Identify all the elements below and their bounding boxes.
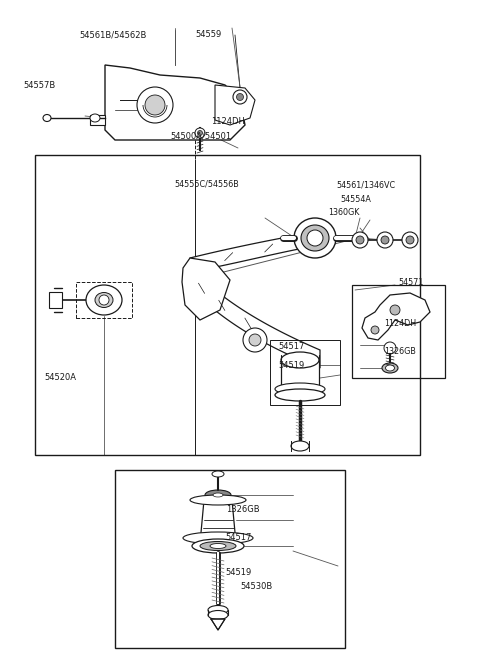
Ellipse shape (275, 389, 325, 401)
Polygon shape (105, 65, 245, 140)
Circle shape (406, 236, 414, 244)
Bar (115, 470, 345, 648)
Circle shape (249, 334, 261, 346)
Text: 1326GB: 1326GB (384, 347, 416, 356)
Circle shape (197, 131, 203, 135)
Text: 54555C/54556B: 54555C/54556B (174, 179, 239, 189)
Circle shape (195, 128, 205, 138)
Ellipse shape (210, 543, 226, 549)
Polygon shape (182, 258, 230, 320)
Ellipse shape (213, 493, 223, 497)
Ellipse shape (183, 532, 253, 544)
Ellipse shape (190, 495, 246, 505)
Circle shape (371, 326, 379, 334)
Bar (270, 340, 340, 405)
Text: 54559: 54559 (196, 30, 222, 39)
Polygon shape (215, 85, 255, 125)
Ellipse shape (95, 292, 113, 307)
Circle shape (307, 230, 323, 246)
Text: 54517: 54517 (278, 342, 305, 351)
Circle shape (352, 232, 368, 248)
Text: 54520A: 54520A (44, 373, 76, 382)
Text: 54519: 54519 (226, 568, 252, 578)
Ellipse shape (208, 610, 228, 620)
Ellipse shape (200, 541, 236, 551)
Ellipse shape (205, 490, 231, 500)
Polygon shape (201, 500, 236, 538)
Ellipse shape (86, 285, 122, 315)
Polygon shape (190, 232, 315, 272)
Ellipse shape (208, 606, 228, 614)
Ellipse shape (382, 363, 398, 373)
Polygon shape (90, 115, 105, 125)
Text: 54530B: 54530B (240, 582, 272, 591)
Circle shape (402, 232, 418, 248)
Text: 54519: 54519 (278, 361, 305, 370)
Circle shape (233, 90, 247, 104)
Text: 1124DH: 1124DH (384, 319, 416, 328)
Circle shape (356, 236, 364, 244)
Polygon shape (362, 293, 430, 340)
Text: 1360GK: 1360GK (328, 208, 360, 217)
Bar (49, 292, 62, 308)
Text: 54561B/54562B: 54561B/54562B (79, 30, 146, 39)
Bar (352, 285, 445, 378)
Text: 1326GB: 1326GB (226, 505, 259, 514)
Circle shape (243, 328, 267, 352)
Bar (76, 282, 132, 318)
Ellipse shape (385, 365, 395, 371)
Text: 54554A: 54554A (341, 194, 372, 204)
Ellipse shape (301, 225, 329, 251)
Polygon shape (281, 388, 319, 393)
Polygon shape (211, 619, 225, 630)
Bar (281, 360, 319, 388)
Ellipse shape (43, 114, 51, 122)
Ellipse shape (275, 383, 325, 395)
Circle shape (145, 95, 165, 115)
Ellipse shape (90, 114, 100, 122)
Ellipse shape (281, 352, 319, 368)
Ellipse shape (294, 218, 336, 258)
Text: 1124DH: 1124DH (211, 117, 245, 126)
Text: 54557B: 54557B (23, 81, 55, 90)
Circle shape (237, 93, 243, 101)
Circle shape (381, 236, 389, 244)
Ellipse shape (192, 539, 244, 553)
Text: 54571: 54571 (398, 278, 424, 287)
Circle shape (390, 305, 400, 315)
Text: 54561/1346VC: 54561/1346VC (336, 181, 395, 190)
Circle shape (99, 295, 109, 305)
Bar (35, 155, 420, 455)
Circle shape (137, 87, 173, 123)
Text: 54500A/54501: 54500A/54501 (170, 131, 231, 141)
Circle shape (384, 342, 396, 354)
Circle shape (377, 232, 393, 248)
Ellipse shape (212, 471, 224, 477)
Polygon shape (185, 265, 320, 368)
Ellipse shape (291, 441, 309, 451)
Text: 54517: 54517 (226, 533, 252, 542)
